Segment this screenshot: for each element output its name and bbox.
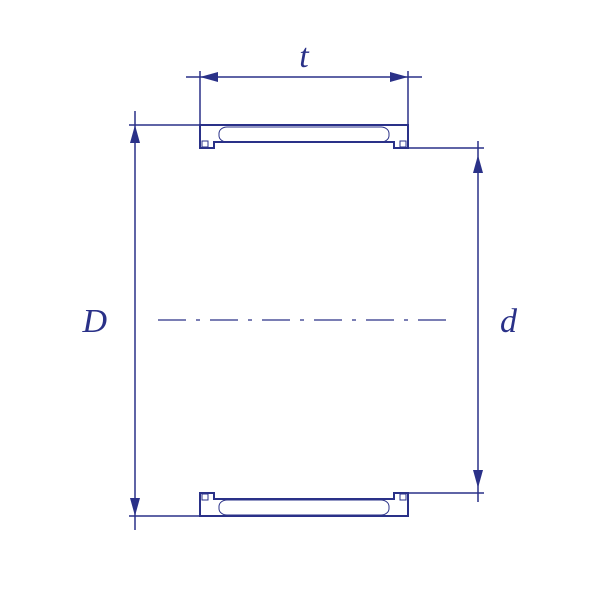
label-D: D — [81, 303, 107, 340]
arrowhead — [130, 498, 140, 516]
arrowhead — [390, 72, 408, 82]
arrowhead — [130, 125, 140, 143]
outer-ring-top — [200, 125, 408, 148]
lip-square-tr — [400, 141, 406, 147]
bearing-cross-section-diagram: Dd t — [0, 0, 600, 600]
label-d: d — [500, 303, 518, 340]
arrowhead — [200, 72, 218, 82]
lip-square-br — [400, 494, 406, 500]
outer-ring-bottom — [200, 493, 408, 516]
roller-top — [219, 127, 389, 142]
label-t: t — [299, 38, 310, 75]
lip-square-tl — [202, 141, 208, 147]
arrowhead — [473, 155, 483, 173]
arrowhead — [473, 470, 483, 488]
roller-bottom — [219, 500, 389, 515]
lip-square-bl — [202, 494, 208, 500]
